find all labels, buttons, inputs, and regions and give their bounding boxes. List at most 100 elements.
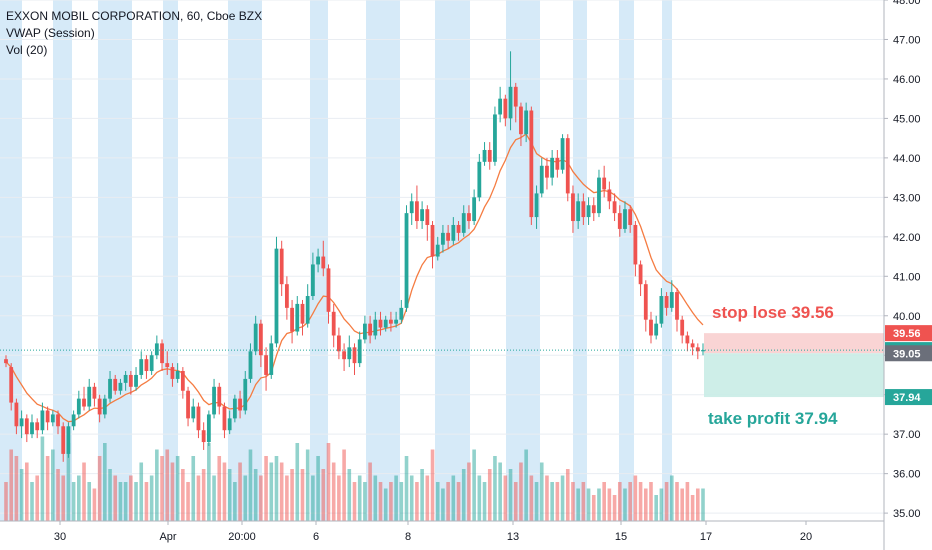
candle <box>50 410 55 427</box>
volume-bar <box>181 469 185 521</box>
candle-body <box>238 398 242 411</box>
candle-body <box>274 248 279 344</box>
candle-body <box>290 307 294 332</box>
candle-body <box>170 367 175 379</box>
candle <box>212 378 216 419</box>
session-band <box>228 0 262 521</box>
volume-bar <box>560 475 565 521</box>
candle-body <box>638 264 643 285</box>
candle <box>71 410 76 431</box>
candle <box>123 371 128 391</box>
volume-bar <box>565 469 570 521</box>
volume-bar <box>40 436 45 521</box>
candle <box>30 414 34 439</box>
volume-bar <box>30 482 34 521</box>
candle-body <box>326 268 331 312</box>
candle <box>591 197 596 222</box>
candle <box>128 371 133 395</box>
candle-body <box>227 418 232 431</box>
candle-body <box>248 351 253 379</box>
candle <box>253 315 258 356</box>
volume-bar <box>701 488 705 521</box>
candle <box>149 351 154 375</box>
candle-body <box>607 189 612 202</box>
volume-bar <box>295 443 300 521</box>
candle-body <box>30 422 34 435</box>
volume-bar <box>155 449 159 521</box>
volume-bar <box>654 495 658 521</box>
candle <box>508 51 513 131</box>
candle-body <box>441 232 445 245</box>
session-band <box>619 0 634 521</box>
volume-bar <box>415 482 419 521</box>
candle <box>180 367 185 399</box>
candle <box>612 193 617 222</box>
candle-body <box>550 157 555 178</box>
volume-bar <box>633 475 638 521</box>
volume-bar <box>108 469 112 521</box>
volume-bar <box>545 475 549 521</box>
volume-bar <box>118 482 123 521</box>
candle-body <box>633 224 638 265</box>
candle-body <box>643 284 648 320</box>
candle <box>498 86 503 123</box>
volume-bar <box>4 482 8 521</box>
session-band <box>98 0 132 521</box>
volume-bar <box>253 469 258 521</box>
candle <box>675 288 679 332</box>
time-tick-label: 20 <box>800 531 812 543</box>
volume-bar <box>92 488 97 521</box>
candle-body <box>232 398 237 419</box>
time-tick-label: 30 <box>54 531 66 543</box>
candle <box>357 331 362 368</box>
price-tick-label: 46.00 <box>893 74 921 86</box>
candle-body <box>108 378 112 399</box>
candle <box>467 205 471 229</box>
candle-body <box>363 323 367 340</box>
candle-body <box>493 114 497 162</box>
candle <box>118 378 123 395</box>
volume-bars <box>4 436 705 521</box>
candle <box>477 153 482 202</box>
volume-bar <box>571 482 575 521</box>
candle-body <box>654 323 659 336</box>
candle-body <box>14 402 19 427</box>
volume-bar <box>186 482 190 521</box>
target-price-tag-bg <box>885 389 932 406</box>
candle-body <box>40 410 45 431</box>
entry-price-tag-bg <box>885 345 932 362</box>
candle <box>160 339 164 372</box>
candle <box>368 315 373 344</box>
candle <box>342 343 346 372</box>
candle <box>690 339 695 356</box>
candle <box>524 102 529 143</box>
candle <box>35 418 40 439</box>
candle-body <box>409 201 414 214</box>
candle-body <box>446 232 451 241</box>
candle <box>565 134 570 202</box>
candle-body <box>482 149 487 162</box>
candle-body <box>399 307 404 320</box>
candle <box>144 355 149 379</box>
candle <box>45 406 50 431</box>
candle-body <box>175 371 180 379</box>
candle <box>222 402 227 439</box>
candle <box>232 394 237 423</box>
volume-bar <box>451 475 456 521</box>
candle <box>19 410 24 439</box>
candlesticks <box>4 51 705 462</box>
candle-body <box>649 319 653 336</box>
volume-bar <box>493 456 497 521</box>
candle <box>383 315 388 332</box>
volume-bar <box>539 462 544 521</box>
price-tick-label: 43.00 <box>893 192 921 204</box>
candle-body <box>534 193 539 218</box>
session-band <box>163 0 178 521</box>
candle <box>435 236 440 261</box>
volume-bar <box>191 456 196 521</box>
candle <box>61 422 66 462</box>
session-band <box>435 0 470 521</box>
stop-loss-zone <box>704 333 884 354</box>
candle <box>352 343 357 375</box>
